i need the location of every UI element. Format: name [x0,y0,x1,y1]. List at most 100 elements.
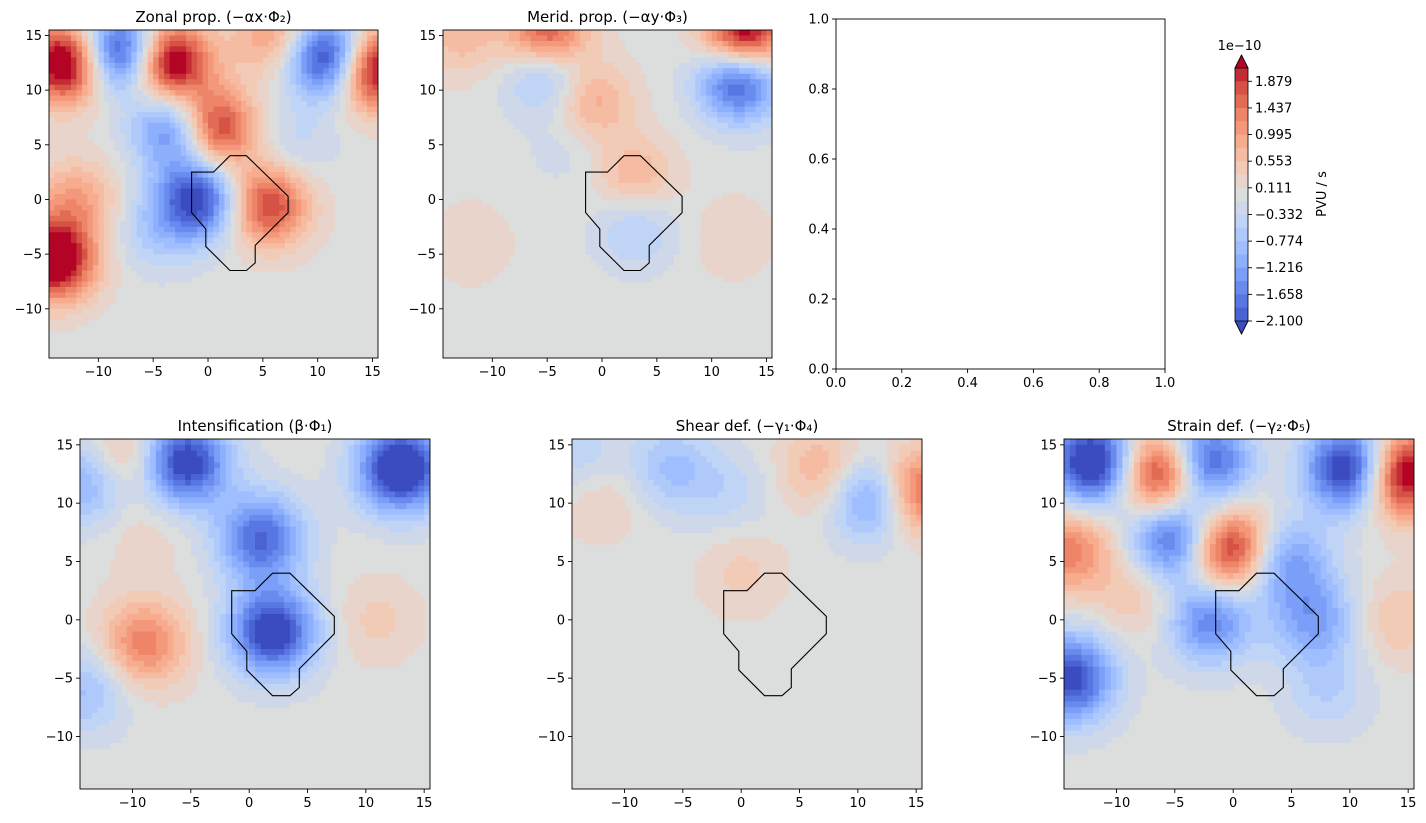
heatmap-cell [224,183,231,190]
heatmap-cell [218,112,226,119]
heatmap-cell [667,155,674,162]
heatmap-cell [92,90,99,97]
heatmap-cell [246,51,253,58]
heatmap-cell [279,101,286,108]
heatmap-cell [733,204,740,211]
heatmap-cell [503,106,510,113]
heatmap-cell [266,485,274,493]
heatmap-cell [312,248,319,255]
heatmap-cell [700,62,707,69]
heatmap-cell [191,95,198,102]
heatmap-cell [667,166,674,173]
heatmap-cell [301,188,308,195]
heatmap-cell [640,133,647,140]
heatmap-cell [229,57,237,64]
heatmap-cell [552,73,559,80]
heatmap-cell [59,319,67,326]
heatmap-cell [629,237,636,244]
heatmap-cell [153,232,160,239]
heatmap-cell [651,194,658,201]
heatmap-cell [541,68,548,75]
heatmap-cell [623,95,631,102]
heatmap-cell [464,199,472,206]
heatmap-cell [131,133,138,140]
heatmap-cell [231,526,239,533]
heatmap-cell [92,46,99,53]
heatmap-cell [65,172,72,179]
heatmap-cell [365,514,373,522]
heatmap-cell [700,122,707,129]
heatmap-cell [673,68,680,75]
heatmap-cell [85,497,93,504]
heatmap-cell [629,117,636,124]
heatmap-cell [257,232,264,239]
heatmap-cell [196,485,204,493]
heatmap-cell [673,172,680,179]
heatmap-cell [98,243,105,250]
heatmap-cell [558,166,565,173]
heatmap-cell [142,139,149,146]
heatmap-cell [607,106,614,113]
heatmap-cell [733,194,740,201]
heatmap-cell [284,532,291,539]
heatmap-cell [492,30,499,37]
heatmap-cell [81,51,88,58]
heatmap-cell [290,497,297,504]
heatmap-cell [175,215,182,222]
heatmap-cell [574,101,581,108]
heatmap-cell [190,444,198,452]
heatmap-cell [317,51,324,58]
heatmap-cell [629,73,636,80]
heatmap-cell [290,194,297,201]
heatmap-cell [213,112,220,119]
heatmap-cell [367,30,374,37]
heatmap-cell [640,106,647,113]
heatmap-cell [80,526,87,533]
heatmap-cell [706,35,713,42]
heatmap-cell [406,462,414,469]
heatmap-cell [530,144,537,151]
heatmap-cell [65,204,72,211]
heatmap-cell [334,46,341,53]
heatmap-cell [733,276,740,283]
heatmap-cell [213,57,220,64]
heatmap-cell [448,62,455,69]
heatmap-cell [262,210,269,217]
heatmap-cell [279,265,286,272]
heatmap-cell [459,237,466,244]
heatmap-cell [418,526,425,533]
heatmap-cell [339,51,346,58]
heatmap-cell [175,243,182,250]
heatmap-cell [278,491,285,498]
heatmap-cell [563,161,570,168]
heatmap-cell [750,62,757,69]
heatmap-cell [243,485,250,493]
heatmap-cell [169,254,176,261]
heatmap-cell [612,270,620,277]
heatmap-cell [49,325,56,332]
heatmap-cell [87,84,94,91]
heatmap-cell [290,150,297,157]
heatmap-cell [755,73,762,80]
heatmap-cell [673,177,680,184]
heatmap-cell [563,117,570,124]
heatmap-cell [257,68,264,75]
heatmap-cell [76,314,83,321]
heatmap-cell [750,84,757,91]
heatmap-cell [519,57,526,64]
heatmap-cell [306,35,313,42]
heatmap-cell [356,57,363,64]
heatmap-cell [284,112,291,119]
heatmap-cell [158,57,165,64]
heatmap-cell [246,161,253,168]
heatmap-cell [257,161,264,168]
heatmap-cell [240,128,247,135]
heatmap-cell [475,30,482,37]
heatmap-cell [607,177,614,184]
heatmap-cell [728,232,735,239]
heatmap-cell [673,161,680,168]
heatmap-cell [481,210,488,217]
heatmap-cell [136,35,143,42]
heatmap-cell [354,462,361,469]
heatmap-cell [202,95,209,102]
